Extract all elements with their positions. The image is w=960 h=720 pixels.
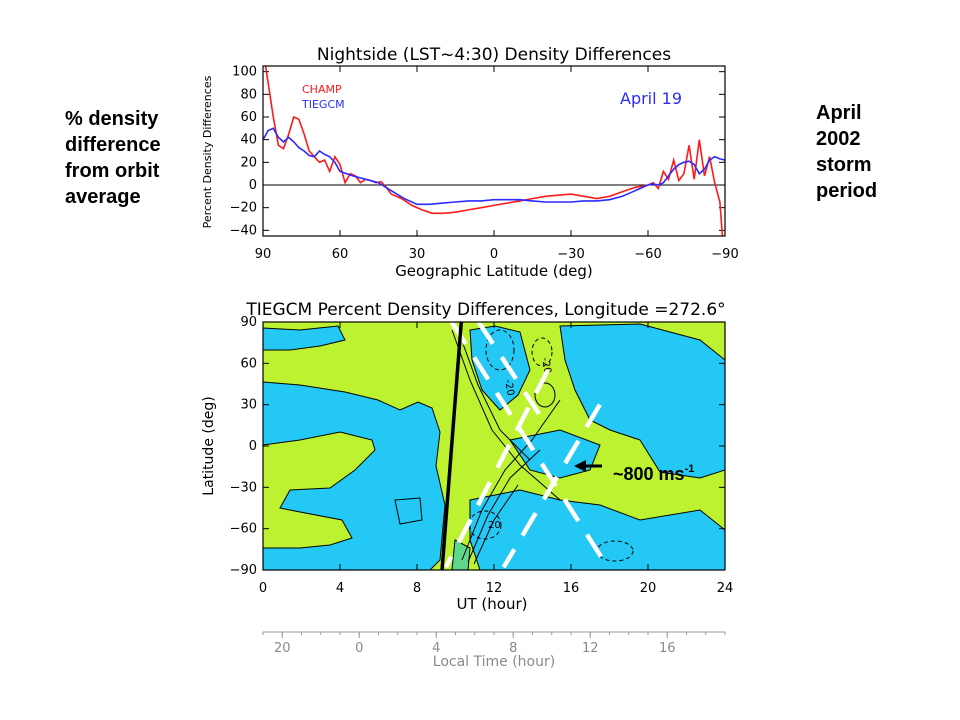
y-tick-label: 40 — [240, 133, 257, 148]
dashed-contour — [485, 329, 515, 371]
y-tick-label: 90 — [240, 315, 257, 330]
heatmap-frame — [262, 321, 726, 571]
x-tick-label: 8 — [413, 581, 421, 596]
x-tick-label: −60 — [634, 247, 661, 262]
note-line: storm — [816, 154, 872, 176]
dashed-contour — [468, 510, 502, 540]
y-tick-label: 0 — [249, 178, 257, 193]
y-tick-label: 100 — [232, 65, 257, 80]
heatmap-chart: TIEGCM Percent Density Differences, Long… — [201, 300, 733, 613]
y-tick-label: −20 — [230, 201, 257, 216]
y-tick-label: −40 — [230, 223, 257, 238]
top-chart-axes: 90 60 30 0 −30 −60 −90 −40 −20 0 20 40 60 80 100 — [230, 65, 739, 262]
propagation-front-line — [476, 322, 545, 420]
negative-region — [559, 323, 725, 479]
contour-line — [457, 329, 531, 461]
storm-period-note: April 2002 storm period — [816, 100, 916, 204]
y-tick-label: 0 — [249, 439, 257, 454]
note-line: 2002 — [816, 128, 861, 150]
contour-line — [461, 399, 561, 561]
legend-champ: CHAMP — [302, 83, 342, 96]
x-tick-label: 20 — [640, 581, 657, 596]
speed-exponent: -1 — [685, 463, 695, 475]
contour-label: 20 — [488, 520, 501, 531]
x-tick-label: 60 — [332, 247, 349, 262]
local-time-tick-label: 8 — [509, 641, 517, 656]
orbit-track-line — [440, 322, 464, 570]
y-tick-label: 80 — [240, 87, 257, 102]
y-tick-label: 30 — [240, 398, 257, 413]
propagation-front-line — [501, 403, 602, 569]
x-tick-label: 90 — [255, 247, 272, 262]
top-chart-frame — [262, 65, 726, 237]
density-difference-note: % density difference from orbit average — [65, 106, 195, 210]
y-tick-label: −30 — [230, 480, 257, 495]
heatmap-title: TIEGCM Percent Density Differences, Long… — [245, 300, 725, 320]
note-line: from orbit — [65, 160, 160, 182]
x-tick-label: 0 — [490, 247, 498, 262]
local-time-tick-label: 20 — [274, 641, 291, 656]
negative-region — [394, 497, 423, 525]
dashed-contour — [534, 382, 556, 408]
date-annotation: April 19 — [620, 89, 682, 108]
negative-region — [469, 325, 531, 411]
x-tick-label: 4 — [336, 581, 344, 596]
contour-line — [467, 449, 541, 563]
top-chart-x-axis-label: Geographic Latitude (deg) — [395, 262, 593, 280]
contour-line — [451, 329, 561, 501]
y-tick-label: −90 — [230, 563, 257, 578]
y-tick-label: −60 — [230, 522, 257, 537]
heatmap-field: -20 -20 20 — [263, 322, 725, 570]
note-line: difference — [65, 134, 161, 156]
x-tick-label: 0 — [259, 581, 267, 596]
speed-annotation: ~800 ms-1 — [574, 460, 694, 484]
dashed-contour — [531, 337, 553, 367]
x-tick-label: −90 — [711, 247, 738, 262]
local-time-axis: 20 0 4 8 12 16 Local Time (hour) — [262, 631, 726, 670]
heatmap-axes: 0 4 8 12 16 20 24 90 60 30 0 −30 −60 −90 — [230, 315, 734, 596]
negative-region — [263, 325, 346, 351]
x-tick-label: 24 — [717, 581, 734, 596]
note-line: % density — [65, 108, 159, 130]
speed-label: ~800 ms-1 — [613, 463, 694, 484]
y-tick-label: 60 — [240, 110, 257, 125]
speed-value: ~800 ms — [613, 464, 685, 484]
arrow-head — [574, 460, 586, 472]
top-chart-series — [263, 66, 725, 236]
contour-label: -20 — [502, 379, 516, 397]
storm-region — [451, 539, 471, 570]
local-time-axis-label: Local Time (hour) — [433, 654, 555, 670]
x-tick-label: 16 — [563, 581, 580, 596]
heatmap-y-axis-label: Latitude (deg) — [201, 396, 217, 495]
legend-tiegcm: TIEGCM — [301, 98, 345, 111]
note-line: period — [816, 180, 878, 202]
x-tick-label: 30 — [409, 247, 426, 262]
local-time-ticks: 20 0 4 8 12 16 — [262, 632, 726, 656]
y-tick-label: 60 — [240, 356, 257, 371]
heatmap-x-axis-label: UT (hour) — [457, 595, 528, 613]
top-chart-y-axis-label: Percent Density Differences — [201, 75, 214, 228]
local-time-tick-label: 16 — [659, 641, 676, 656]
line-chart: Nightside (LST~4:30) Density Differences… — [201, 45, 739, 280]
note-line: April — [816, 102, 862, 124]
contour-line — [473, 484, 519, 565]
local-time-tick-label: 12 — [582, 641, 599, 656]
series-line-champ — [264, 66, 724, 236]
x-tick-label: 12 — [486, 581, 503, 596]
local-time-tick-label: 0 — [355, 641, 363, 656]
note-line: average — [65, 186, 141, 208]
top-chart-title: Nightside (LST~4:30) Density Differences — [317, 45, 671, 65]
contour-label: -20 — [539, 357, 553, 375]
propagation-front-line — [443, 369, 550, 569]
series-line-tiegcm — [263, 127, 725, 206]
x-tick-label: −30 — [557, 247, 584, 262]
propagation-front-line — [449, 322, 612, 570]
propagation-fronts — [443, 322, 612, 570]
y-tick-label: 20 — [240, 155, 257, 170]
local-time-tick-label: 4 — [432, 641, 440, 656]
